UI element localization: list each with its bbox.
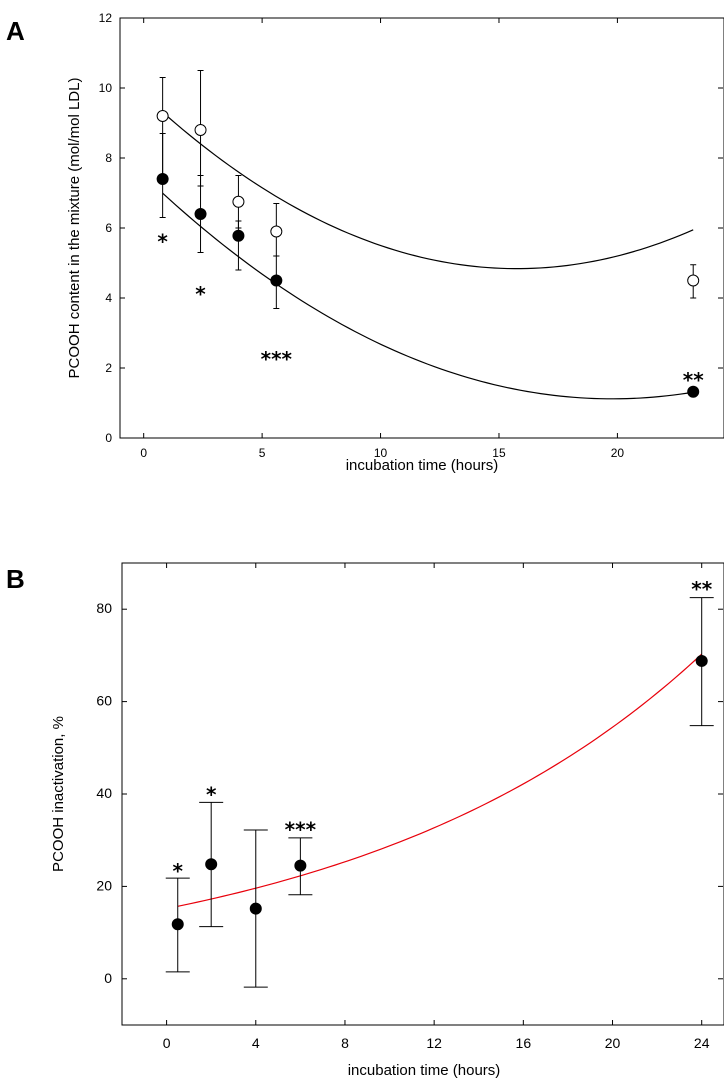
panel-b-y-tick-label: 20	[96, 877, 112, 893]
panel-b-x-tick-label: 12	[426, 1035, 442, 1051]
panel-a-x-tick-label: 5	[259, 446, 266, 460]
panel-a-x-axis-label: incubation time (hours)	[346, 457, 499, 474]
panel-b-significance-mark: *	[173, 859, 184, 883]
panel-a-open-point	[194, 124, 207, 136]
panel-a-y-tick-label: 12	[99, 11, 113, 25]
panel-a-y-tick-label: 8	[105, 151, 112, 165]
panel-a-label: A	[6, 16, 25, 46]
panel-b-x-tick-label: 24	[694, 1035, 710, 1051]
panel-b: B incubation time (hours) PCOOH inactiva…	[6, 562, 724, 1079]
panel-b-x-tick-label: 0	[163, 1035, 171, 1051]
panel-a-significance-mark: *	[195, 282, 206, 306]
panel-a-open-point	[687, 274, 700, 287]
panel-a-x-tick-label: 0	[140, 446, 147, 460]
panel-b-y-tick-label: 80	[96, 600, 112, 616]
panel-b-label: B	[6, 564, 25, 594]
panel-b-significance-mark: **	[691, 577, 712, 601]
panel-b-filled-point	[294, 859, 307, 872]
panel-a-y-tick-label: 2	[105, 361, 112, 375]
panel-b-x-tick-label: 4	[252, 1035, 260, 1051]
panel-a-fit-curve-0	[162, 111, 694, 270]
panel-b-y-axis-label: PCOOH inactivation, %	[50, 716, 67, 872]
panel-b-filled-point	[249, 902, 262, 915]
panel-a-y-tick-label: 4	[105, 291, 112, 305]
panel-b-x-tick-label: 20	[605, 1035, 621, 1051]
panel-a-significance-mark: ***	[261, 347, 293, 371]
panel-a-y-axis-label: PCOOH content in the mixture (mol/mol LD…	[66, 78, 83, 379]
panel-b-significance-mark: *	[206, 783, 217, 807]
panel-a-filled-point	[270, 274, 283, 287]
panel-a-filled-point	[232, 229, 245, 242]
panel-a-open-point	[156, 110, 169, 122]
panel-a-significance-mark: *	[157, 230, 168, 254]
panel-a-plot-frame	[119, 17, 724, 439]
panel-a-x-tick-label: 10	[374, 446, 388, 460]
panel-b-x-tick-label: 8	[341, 1035, 349, 1051]
panel-a-y-tick-label: 6	[105, 221, 112, 235]
panel-a-x-tick-label: 20	[611, 446, 625, 460]
panel-b-y-tick-label: 60	[96, 693, 112, 709]
panel-b-filled-point	[205, 858, 218, 871]
panel-a-significance-mark: **	[683, 368, 704, 392]
panel-b-filled-point	[695, 654, 708, 667]
panel-a-filled-point	[156, 173, 169, 185]
panel-b-x-tick-label: 16	[516, 1035, 532, 1051]
panel-a-y-tick-label: 10	[99, 81, 113, 95]
panel-b-x-axis-label: incubation time (hours)	[348, 1062, 501, 1079]
panel-b-filled-point	[171, 918, 184, 931]
panel-a-fit-curve-1	[162, 192, 694, 400]
panel-a-y-tick-label: 0	[105, 431, 112, 445]
panel-a-open-point	[232, 195, 245, 208]
panel-a-open-point	[270, 225, 283, 238]
panel-b-y-tick-label: 0	[104, 970, 112, 986]
panel-b-y-tick-label: 40	[96, 785, 112, 801]
panel-a: A incubation time (hours) PCOOH content …	[6, 11, 724, 474]
panel-b-fit-curve-0	[177, 653, 703, 907]
panel-a-filled-point	[687, 385, 700, 398]
panel-a-x-tick-label: 15	[492, 446, 506, 460]
panel-a-filled-point	[194, 208, 207, 220]
panel-b-significance-mark: ***	[285, 817, 317, 841]
